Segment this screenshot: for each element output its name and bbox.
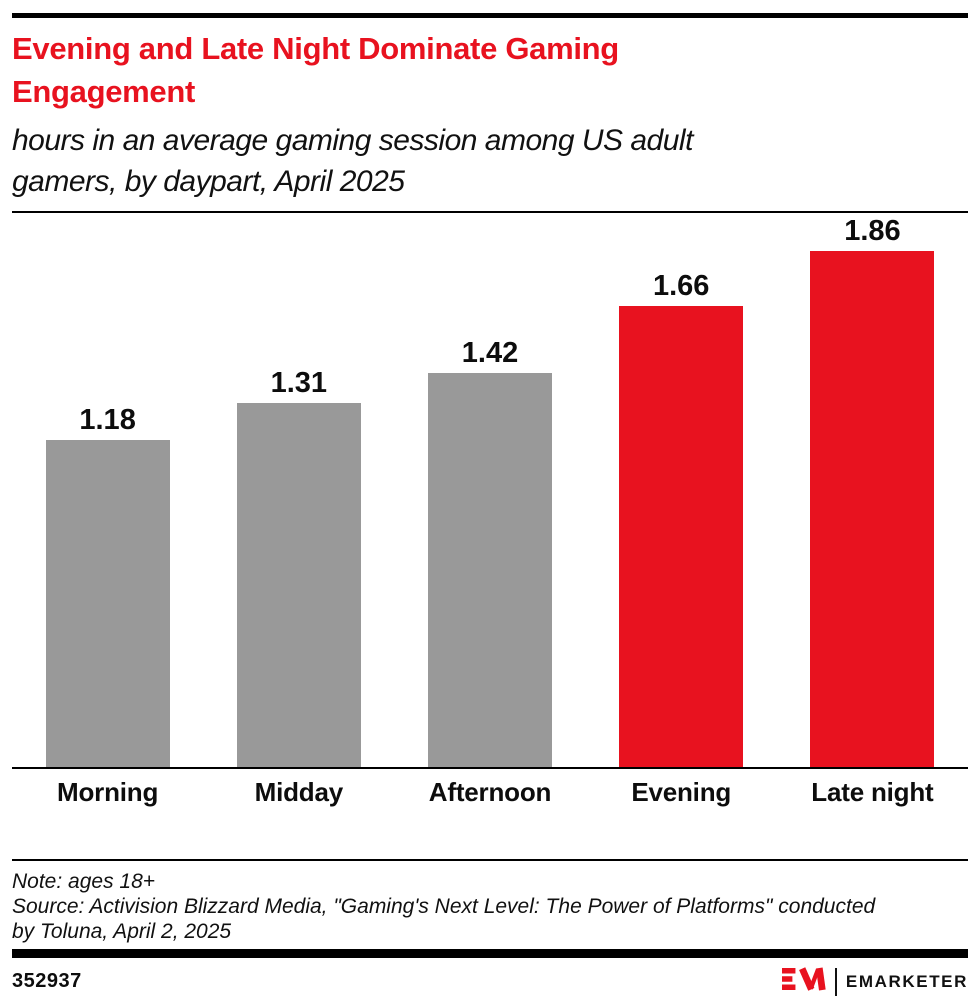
bar-value-label-late-night: 1.86	[844, 215, 901, 247]
category-label-morning: Morning	[57, 777, 159, 807]
bar-value-label-afternoon: 1.42	[461, 337, 519, 369]
footnotes: Note: ages 18+ Source: Activision Blizza…	[12, 869, 968, 944]
chart-title: Evening and Late Night Dominate Gaming E…	[12, 27, 968, 113]
bottom-rule	[12, 949, 968, 958]
bar-evening	[619, 306, 744, 767]
bar-afternoon	[428, 373, 552, 767]
source-line-2: by Toluna, April 2, 2025	[12, 920, 232, 943]
chart-subtitle-line-2: gamers, by daypart, April 2025	[12, 165, 405, 198]
bar-group-evening: 1.66	[586, 270, 777, 767]
bar-group-afternoon: 1.42	[394, 337, 585, 767]
emarketer-logo-icon	[781, 966, 826, 997]
bar-midday	[236, 403, 361, 767]
chart-subtitle: hours in an average gaming session among…	[12, 120, 968, 202]
chart-id: 352937	[12, 970, 82, 992]
footnote-divider	[12, 859, 968, 861]
top-rule	[12, 13, 968, 18]
bar-morning	[45, 440, 170, 767]
category-label-afternoon: Afternoon	[428, 777, 552, 807]
brand-name: EMARKETER	[845, 971, 968, 991]
category-labels-row: Morning Midday Afternoon Evening Late night	[12, 777, 968, 808]
source-line-1: Source: Activision Blizzard Media, "Gami…	[12, 895, 876, 918]
bar-late-night	[810, 251, 935, 767]
note-line: Note: ages 18+	[12, 870, 156, 893]
bar-value-label-evening: 1.66	[652, 270, 710, 302]
bar-value-label-midday: 1.31	[270, 367, 328, 399]
header-divider	[12, 211, 968, 213]
bar-chart: 1.18 1.31 1.42 1.66 1.86	[12, 213, 968, 769]
category-label-midday: Midday	[254, 777, 344, 807]
bar-group-morning: 1.18	[12, 404, 203, 767]
brand-lockup: EMARKETER	[781, 966, 968, 997]
category-label-evening: Evening	[631, 777, 732, 807]
bar-group-midday: 1.31	[203, 367, 394, 767]
bar-group-late-night: 1.86	[777, 215, 968, 767]
bar-value-label-morning: 1.18	[79, 404, 136, 436]
footer: 352937 EMARKETER	[12, 966, 968, 997]
category-label-late-night: Late night	[811, 777, 934, 807]
chart-title-line-1: Evening and Late Night Dominate Gaming	[12, 31, 619, 66]
brand-separator	[834, 967, 837, 996]
chart-title-line-2: Engagement	[12, 74, 196, 109]
chart-subtitle-line-1: hours in an average gaming session among…	[12, 124, 693, 157]
